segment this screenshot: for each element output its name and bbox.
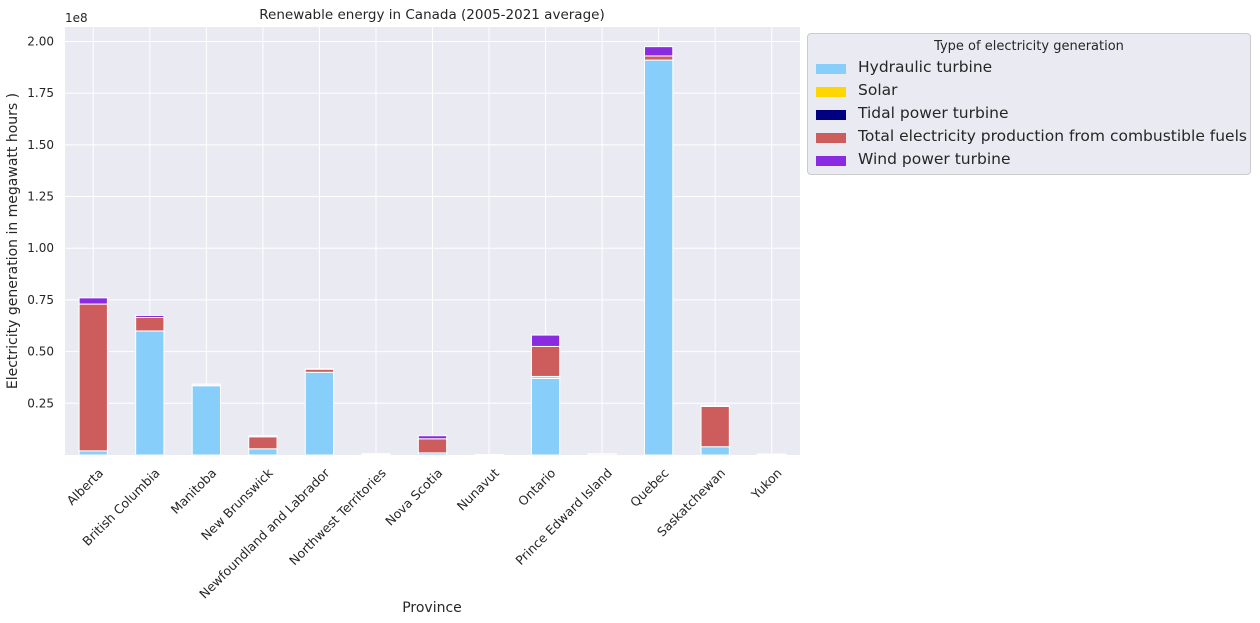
x-tick-label: Manitoba — [168, 465, 220, 517]
x-tick-label: Nova Scotia — [382, 465, 445, 528]
bar-segment — [530, 345, 561, 377]
y-tick-label: 1.00 — [27, 241, 54, 255]
bar-segment — [304, 371, 335, 456]
y-tick-label: 1.75 — [27, 86, 54, 100]
bar-segment — [700, 446, 730, 456]
bar-segment — [530, 334, 561, 347]
y-tick-label: 1.50 — [27, 138, 54, 152]
y-offset-label: 1e8 — [65, 11, 88, 25]
bar-segment — [644, 59, 674, 456]
bar-segment — [417, 438, 448, 454]
x-tick-label: Prince Edward Island — [512, 465, 615, 568]
x-tick-label: Alberta — [63, 465, 106, 508]
x-axis-label: Province — [402, 600, 462, 616]
bar-segment — [78, 450, 108, 456]
legend: Type of electricity generation Hydraulic… — [807, 33, 1251, 175]
bar-segment — [248, 435, 278, 438]
bar-segment — [191, 383, 221, 386]
legend-swatch — [816, 156, 846, 166]
y-tick-labels: 0.25 0.50 0.75 1.00 1.25 1.50 1.75 2.00 — [27, 34, 54, 410]
bar-segment — [248, 436, 278, 450]
legend-title: Type of electricity generation — [934, 39, 1124, 54]
bar-segment — [135, 317, 165, 332]
y-tick-label: 0.75 — [27, 293, 54, 307]
bar-segment — [78, 297, 108, 305]
bars — [78, 46, 787, 456]
y-tick-label: 0.25 — [27, 396, 54, 410]
legend-swatch — [816, 87, 846, 97]
x-tick-label: Northwest Territories — [286, 465, 389, 568]
bar-segment — [361, 453, 391, 455]
bar-segment — [135, 314, 165, 319]
y-axis-label: Electricity generation in megawatt hours… — [5, 93, 21, 389]
y-tick-label: 2.00 — [27, 34, 54, 48]
bar-segment — [191, 385, 221, 456]
bar-segment — [78, 303, 108, 452]
legend-label: Tidal power turbine — [858, 104, 1009, 122]
bar-segment — [700, 405, 730, 448]
chart-title: Renewable energy in Canada (2005-2021 av… — [259, 7, 604, 23]
legend-label: Hydraulic turbine — [858, 58, 993, 76]
legend-label: Solar — [858, 81, 898, 99]
bar-segment — [248, 448, 278, 456]
bar-segment — [644, 55, 674, 61]
legend-swatch — [816, 64, 846, 74]
legend-label: Wind power turbine — [858, 150, 1011, 168]
bar-segment — [700, 404, 730, 407]
x-tick-label: Nunavut — [454, 465, 502, 513]
bar-segment — [530, 377, 561, 456]
legend-label: Total electricity production from combus… — [858, 127, 1247, 145]
legend-swatch — [816, 110, 846, 120]
bar-segment — [644, 46, 674, 57]
y-tick-label: 0.50 — [27, 345, 54, 359]
bar-segment — [587, 453, 617, 456]
x-tick-label: Quebec — [627, 465, 672, 510]
y-tick-label: 1.25 — [27, 190, 54, 204]
bar-segment — [417, 435, 448, 440]
x-tick-label: Ontario — [515, 465, 559, 509]
legend-swatch — [816, 133, 846, 143]
bar-segment — [135, 330, 165, 456]
x-tick-label: Yukon — [748, 465, 785, 502]
